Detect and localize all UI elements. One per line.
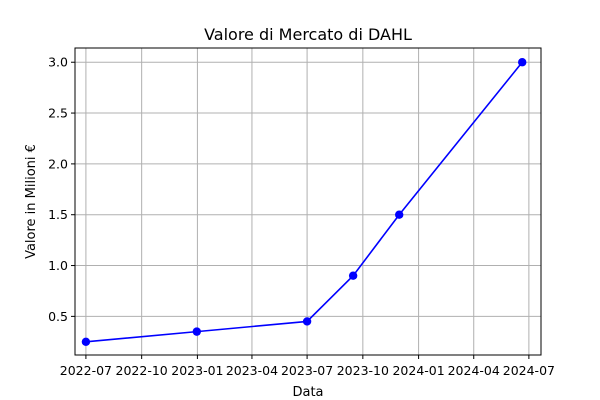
y-tick-label: 1.0 — [48, 258, 68, 273]
x-tick-label: 2024-04 — [448, 363, 500, 378]
x-tick-label: 2023-01 — [171, 363, 223, 378]
x-tick-label: 2022-10 — [116, 363, 168, 378]
y-tick-label: 0.5 — [48, 309, 68, 324]
x-tick-label: 2023-10 — [337, 363, 389, 378]
x-tick-label: 2023-04 — [226, 363, 278, 378]
x-tick-label: 2024-01 — [392, 363, 444, 378]
y-tick-label: 2.0 — [48, 156, 68, 171]
grid — [75, 48, 541, 355]
x-axis: 2022-07 2022-10 2023-01 2023-04 2023-07 2023-… — [60, 355, 555, 378]
data-point — [395, 210, 404, 219]
y-tick-label: 3.0 — [48, 55, 68, 70]
y-tick-label: 2.5 — [48, 106, 68, 121]
chart-title: Valore di Mercato di DAHL — [204, 25, 412, 44]
plot-frame — [74, 47, 542, 356]
x-tick-label: 2022-07 — [60, 363, 112, 378]
data-point — [518, 58, 527, 67]
data-point — [192, 327, 202, 336]
data-point — [81, 337, 91, 346]
y-axis-label: Valore in Milioni € — [24, 144, 39, 259]
data-point-layer — [81, 58, 527, 346]
y-tick-label: 1.5 — [48, 207, 68, 222]
x-axis-label: Data — [292, 385, 323, 400]
x-tick-label: 2023-07 — [281, 363, 333, 378]
series-line-layer — [85, 61, 523, 343]
data-point — [348, 271, 358, 280]
series-line — [85, 61, 523, 343]
x-tick-label: 2024-07 — [503, 363, 555, 378]
y-axis: 0.5 1.0 1.5 2.0 2.5 3.0 — [48, 55, 75, 324]
data-point — [302, 317, 312, 326]
